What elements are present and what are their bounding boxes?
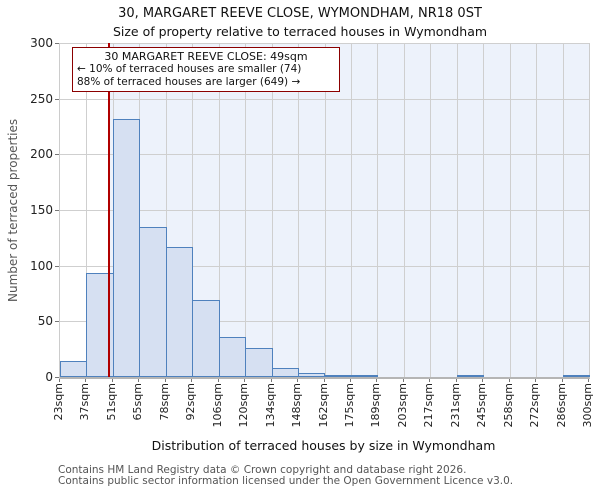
- x-tick-mark: [508, 379, 510, 382]
- x-tick-mark: [244, 379, 246, 382]
- x-tick-label: 78sqm: [157, 383, 171, 421]
- x-tick-mark: [429, 379, 431, 382]
- x-tick-label: 175sqm: [342, 383, 356, 428]
- y-tick-mark: [55, 43, 59, 44]
- y-tick-label: 300: [30, 36, 53, 50]
- x-tick-label: 258sqm: [501, 383, 515, 428]
- x-gridline: [218, 43, 220, 377]
- x-tick-label: 217sqm: [422, 383, 436, 428]
- x-tick-label: 23sqm: [52, 383, 65, 421]
- x-gridline: [298, 43, 300, 377]
- x-gridline: [536, 43, 538, 377]
- x-tick-label: 120sqm: [237, 383, 251, 428]
- histogram-bar: [324, 374, 352, 377]
- x-tick-mark: [455, 379, 457, 382]
- chart-title: 30, MARGARET REEVE CLOSE, WYMONDHAM, NR1…: [118, 6, 482, 21]
- x-gridline: [430, 43, 432, 377]
- x-tick-mark: [376, 379, 378, 382]
- x-tick-mark: [217, 379, 219, 382]
- histogram-bar: [112, 118, 141, 377]
- x-gridline: [245, 43, 247, 377]
- histogram-bar: [192, 300, 220, 377]
- x-gridline: [483, 43, 485, 377]
- x-tick-label: 272sqm: [528, 383, 542, 428]
- y-tick-mark: [55, 321, 59, 323]
- plot-area: [59, 43, 590, 379]
- y-tick-label: 150: [30, 203, 53, 217]
- x-tick-label: 231sqm: [448, 383, 462, 428]
- x-gridline: [192, 43, 194, 377]
- x-tick-mark: [323, 379, 325, 382]
- y-tick-mark: [55, 154, 59, 156]
- x-tick-label: 162sqm: [316, 383, 330, 428]
- x-gridline: [271, 43, 273, 377]
- x-axis-title: Distribution of terraced houses by size …: [151, 438, 496, 453]
- x-gridline: [403, 43, 405, 377]
- annotation-smaller-line: ← 10% of terraced houses are smaller (74…: [77, 63, 302, 75]
- y-tick-label: 0: [45, 370, 53, 384]
- x-tick-mark: [402, 379, 404, 382]
- x-gridline: [456, 43, 458, 377]
- x-tick-label: 92sqm: [184, 383, 198, 421]
- x-tick-label: 65sqm: [131, 383, 145, 421]
- y-tick-mark: [55, 265, 59, 267]
- y-tick-label: 250: [30, 91, 53, 106]
- annotation-property-line: 30 MARGARET REEVE CLOSE: 49sqm: [104, 50, 308, 63]
- x-tick-mark: [111, 379, 113, 382]
- x-tick-mark: [138, 379, 140, 382]
- x-tick-mark: [191, 379, 193, 382]
- x-tick-mark: [349, 379, 351, 382]
- histogram-bar: [165, 246, 194, 377]
- x-tick-mark: [59, 379, 60, 382]
- x-tick-label: 286sqm: [554, 383, 568, 428]
- y-tick-label: 50: [37, 314, 53, 329]
- x-gridline: [562, 43, 564, 377]
- x-tick-mark: [535, 379, 537, 382]
- histogram-bar: [245, 348, 273, 377]
- annotation-box: 30 MARGARET REEVE CLOSE: 49sqm ← 10% of …: [72, 47, 340, 92]
- y-tick-mark: [55, 377, 59, 378]
- footer-licence-line: Contains public sector information licen…: [58, 475, 514, 487]
- y-tick-label: 100: [30, 258, 53, 273]
- x-gridline: [377, 43, 379, 377]
- x-tick-mark: [561, 379, 563, 382]
- histogram-bar: [456, 374, 485, 377]
- histogram-bar: [562, 374, 590, 377]
- x-tick-mark: [482, 379, 484, 382]
- histogram-bar: [271, 368, 300, 377]
- x-tick-label: 189sqm: [369, 383, 383, 428]
- x-gridline: [86, 43, 88, 377]
- y-tick-mark: [55, 98, 59, 100]
- footer-copyright-line: Contains HM Land Registry data © Crown c…: [58, 464, 467, 476]
- annotation-larger-line: 88% of terraced houses are larger (649) …: [77, 76, 301, 88]
- x-tick-mark: [164, 379, 166, 382]
- x-tick-label: 51sqm: [104, 383, 118, 421]
- x-tick-label: 245sqm: [475, 383, 489, 428]
- histogram-bar: [218, 336, 247, 377]
- x-tick-label: 134sqm: [263, 383, 277, 428]
- x-tick-mark: [297, 379, 299, 382]
- histogram-bar: [60, 361, 88, 377]
- x-gridline: [324, 43, 326, 377]
- histogram-bar: [350, 374, 379, 377]
- x-tick-mark: [270, 379, 272, 382]
- y-tick-mark: [55, 210, 59, 211]
- x-gridline: [165, 43, 167, 377]
- histogram-bar: [298, 372, 326, 377]
- histogram-bar: [139, 226, 167, 377]
- x-tick-mark: [588, 379, 589, 382]
- x-tick-label: 37sqm: [78, 383, 92, 421]
- x-tick-label: 300sqm: [581, 383, 594, 428]
- property-marker-line: [108, 43, 111, 377]
- x-gridline: [509, 43, 511, 377]
- y-tick-label: 200: [30, 147, 53, 162]
- x-tick-mark: [85, 379, 87, 382]
- x-gridline: [350, 43, 352, 377]
- x-tick-label: 106sqm: [210, 383, 224, 428]
- x-tick-label: 148sqm: [290, 383, 304, 428]
- x-tick-label: 203sqm: [395, 383, 409, 428]
- chart-subtitle: Size of property relative to terraced ho…: [112, 24, 488, 39]
